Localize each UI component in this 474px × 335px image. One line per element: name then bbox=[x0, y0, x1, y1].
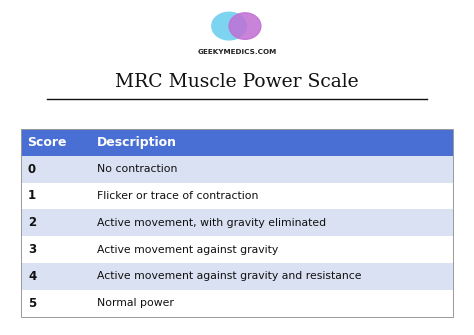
Text: 5: 5 bbox=[28, 297, 36, 310]
Text: Active movement against gravity and resistance: Active movement against gravity and resi… bbox=[97, 271, 361, 281]
Text: GEEKYMEDICS.COM: GEEKYMEDICS.COM bbox=[197, 49, 277, 55]
Ellipse shape bbox=[212, 12, 246, 40]
Text: MRC Muscle Power Scale: MRC Muscle Power Scale bbox=[115, 73, 359, 91]
Text: 0: 0 bbox=[28, 163, 36, 176]
Text: Flicker or trace of contraction: Flicker or trace of contraction bbox=[97, 191, 258, 201]
Text: Active movement against gravity: Active movement against gravity bbox=[97, 245, 278, 255]
Text: 4: 4 bbox=[28, 270, 36, 283]
Text: 2: 2 bbox=[28, 216, 36, 229]
Text: Active movement, with gravity eliminated: Active movement, with gravity eliminated bbox=[97, 218, 326, 228]
Ellipse shape bbox=[229, 13, 261, 39]
Text: 1: 1 bbox=[28, 190, 36, 202]
Text: No contraction: No contraction bbox=[97, 164, 177, 174]
Text: Description: Description bbox=[97, 136, 177, 149]
Text: 3: 3 bbox=[28, 243, 36, 256]
Text: Score: Score bbox=[27, 136, 66, 149]
Text: Normal power: Normal power bbox=[97, 298, 173, 308]
